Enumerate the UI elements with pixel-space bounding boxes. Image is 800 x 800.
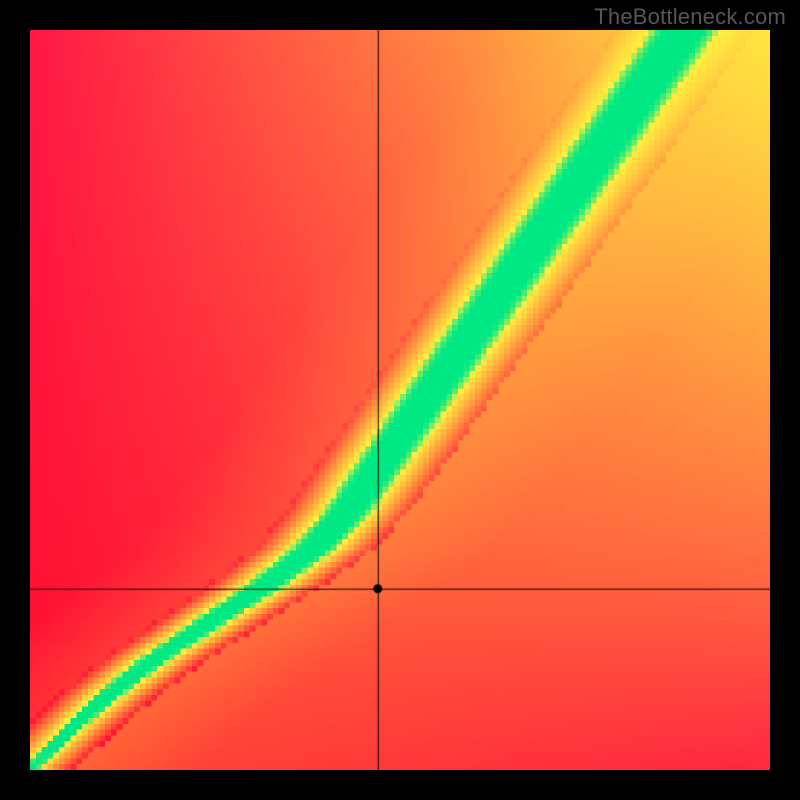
chart-container: TheBottleneck.com — [0, 0, 800, 800]
bottleneck-heatmap — [30, 30, 770, 770]
watermark-text: TheBottleneck.com — [594, 4, 786, 30]
